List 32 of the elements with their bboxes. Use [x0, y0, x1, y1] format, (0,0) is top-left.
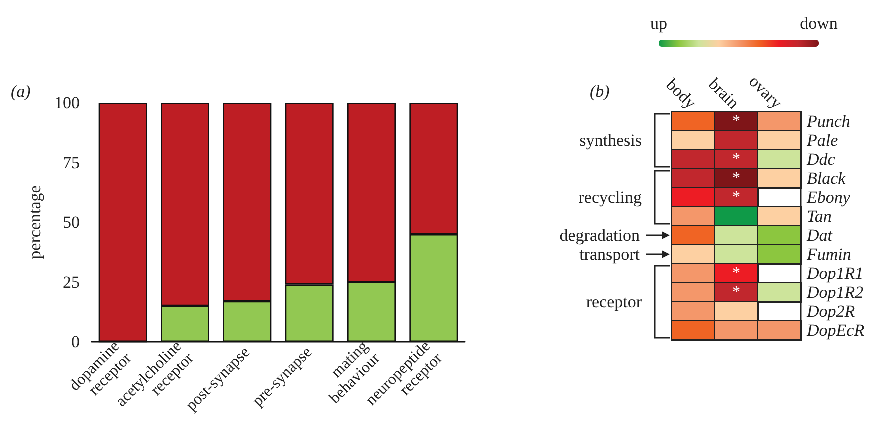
- y-tick-label: Dop2R: [806, 302, 856, 321]
- chart-title: (a): [11, 82, 32, 101]
- data-label: *: [732, 151, 740, 168]
- text: recycling: [578, 188, 642, 207]
- text: synthesis: [580, 131, 642, 150]
- y-tick-label: 75: [63, 153, 80, 172]
- text: degradation: [560, 226, 640, 245]
- y-tick-label: 50: [63, 213, 80, 232]
- y-tick-label: Black: [807, 169, 846, 188]
- data-label: *: [732, 265, 740, 282]
- data-label: *: [732, 189, 740, 206]
- text: receptor: [586, 292, 642, 312]
- data-label: *: [732, 170, 740, 187]
- y-tick-label: Punch: [806, 112, 850, 131]
- y-tick-label: 25: [63, 272, 80, 292]
- y-tick-label: 100: [54, 94, 80, 112]
- y-tick-label: Dop1R1: [806, 264, 864, 283]
- y-tick-label: DopEcR: [806, 321, 866, 340]
- y-tick-label: Ddc: [806, 150, 836, 169]
- color-bar-label: down: [800, 14, 838, 33]
- text: transport: [580, 245, 640, 264]
- y-axis-title: percentage: [26, 186, 45, 260]
- y-tick-label: Fumin: [806, 245, 852, 264]
- y-tick-label: Dop1R2: [806, 283, 864, 302]
- y-tick-label: Pale: [806, 131, 839, 150]
- data-label: *: [732, 113, 740, 130]
- color-bar-label: up: [650, 14, 668, 33]
- y-tick-label: Dat: [806, 226, 834, 245]
- data-label: *: [732, 284, 740, 301]
- y-tick-label: Ebony: [806, 188, 851, 207]
- chart-title: (b): [590, 82, 610, 101]
- y-tick-label: Tan: [807, 207, 832, 226]
